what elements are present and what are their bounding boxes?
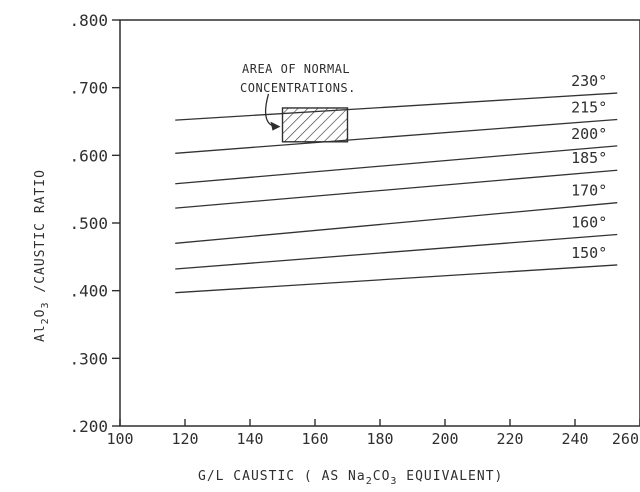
- series-label: 215°: [571, 98, 607, 116]
- x-tick-label: 180: [366, 430, 393, 448]
- series-labels: 230° 215° 200° 185° 170° 160° 150°: [571, 72, 607, 262]
- y-tick-label: .600: [69, 146, 108, 165]
- series-line: [175, 92, 618, 121]
- plot-frame: [119, 19, 640, 427]
- normal-concentration-area: [281, 107, 349, 143]
- annotation-arrow: [264, 93, 275, 128]
- x-tick-label: 260: [612, 430, 639, 448]
- series-label: 200°: [571, 125, 607, 143]
- series-line: [175, 233, 618, 270]
- series-label: 150°: [571, 244, 607, 262]
- annotation-line-2: CONCENTRATIONS.: [240, 81, 356, 95]
- series-line: [175, 145, 618, 185]
- series-line: [175, 169, 618, 209]
- series-label: 185°: [571, 149, 607, 167]
- x-tick-label: 200: [431, 430, 458, 448]
- series-label: 160°: [571, 214, 607, 232]
- x-tick-label: 160: [301, 430, 328, 448]
- x-axis-title: G/L CAUSTIC ( AS Na2CO3 EQUIVALENT): [198, 469, 503, 487]
- series-line: [175, 118, 618, 154]
- y-tick-label: .700: [69, 79, 108, 98]
- y-axis-ticks: .200 .300 .400 .500 .600 .700 .800: [69, 11, 120, 436]
- series-label: 230°: [571, 72, 607, 90]
- y-tick-label: .200: [69, 417, 108, 436]
- annotation-line-1: AREA OF NORMAL: [242, 62, 350, 76]
- x-tick-label: 140: [236, 430, 263, 448]
- y-tick-label: .300: [69, 349, 108, 368]
- annotation-arrowhead: [270, 121, 281, 131]
- y-axis-title: Al2O3 /CAUSTIC RATIO: [33, 169, 51, 342]
- x-tick-label: 120: [171, 430, 198, 448]
- series-label: 170°: [571, 182, 607, 200]
- series-lines: [175, 92, 618, 294]
- x-axis-ticks: 100 120 140 160 180 200 220 240 260: [106, 419, 640, 448]
- y-tick-label: .400: [69, 282, 108, 301]
- y-tick-label: .500: [69, 214, 108, 233]
- series-line: [175, 264, 618, 294]
- x-tick-label: 100: [106, 430, 133, 448]
- y-tick-label: .800: [69, 11, 108, 30]
- series-line: [175, 202, 618, 244]
- x-tick-label: 220: [496, 430, 523, 448]
- x-tick-label: 240: [561, 430, 588, 448]
